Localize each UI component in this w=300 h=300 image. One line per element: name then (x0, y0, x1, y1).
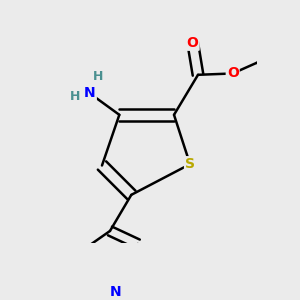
Text: H: H (70, 90, 80, 103)
Text: N: N (84, 86, 96, 100)
Text: N: N (110, 285, 121, 299)
Text: O: O (227, 67, 239, 80)
Text: H: H (93, 70, 103, 83)
Text: O: O (187, 36, 199, 50)
Text: S: S (185, 157, 195, 171)
